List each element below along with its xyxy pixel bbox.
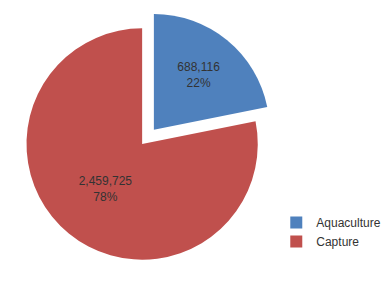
svg-text:688,11622%: 688,11622% bbox=[177, 60, 220, 90]
svg-text:Aquaculture: Aquaculture bbox=[316, 216, 380, 230]
svg-text:Capture: Capture bbox=[316, 235, 359, 249]
svg-text:2,459,72578%: 2,459,72578% bbox=[79, 174, 133, 204]
